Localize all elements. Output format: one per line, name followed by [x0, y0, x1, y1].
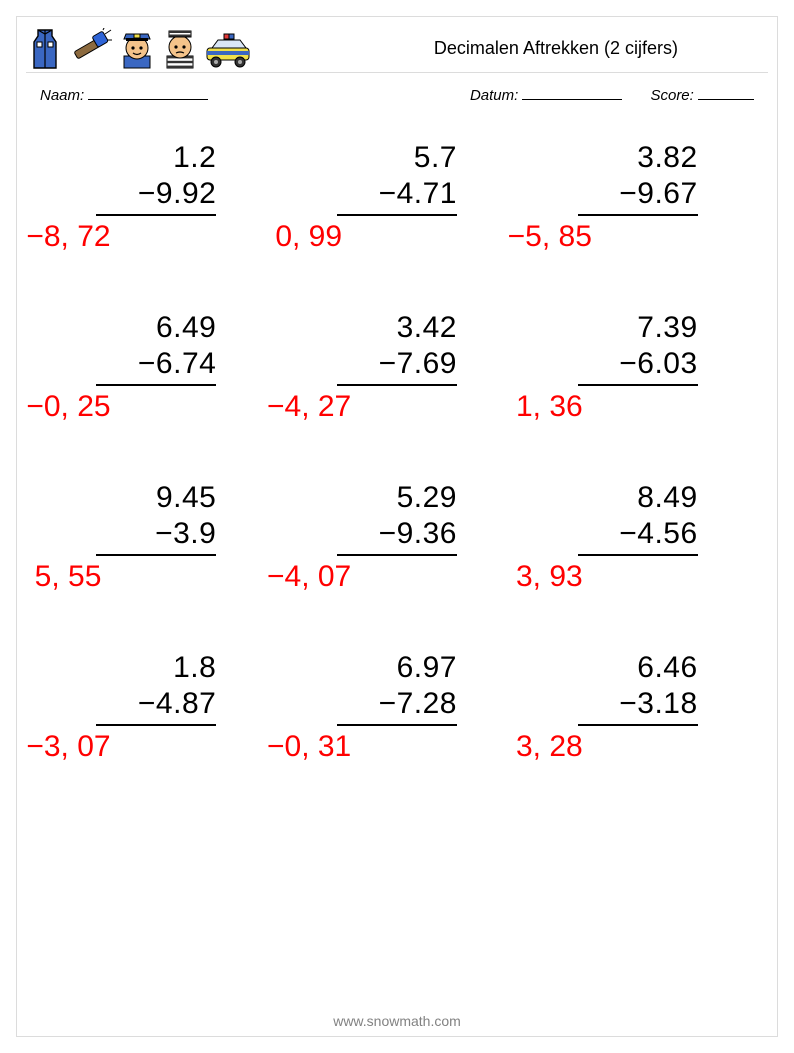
vest-icon [26, 28, 64, 70]
minuend: 9.45 [96, 480, 216, 516]
prisoner-icon [162, 26, 198, 70]
subtrahend: −9.36 [337, 516, 457, 552]
worksheet-title: Decimalen Aftrekken (2 cijfers) [252, 38, 768, 59]
minuend: 3.42 [337, 310, 457, 346]
flashlight-icon [70, 28, 112, 70]
score-field-group: Score: [650, 86, 754, 104]
answer: −4, 07 [267, 560, 457, 594]
problem-rule [96, 554, 216, 556]
problem-rule [578, 214, 698, 216]
minuend: 5.7 [337, 140, 457, 176]
subtrahend: −9.92 [96, 176, 216, 212]
problem-rule [578, 724, 698, 726]
problem: 9.45 −3.9 5, 55 [46, 480, 267, 594]
minuend: 1.2 [96, 140, 216, 176]
subtrahend: −4.56 [578, 516, 698, 552]
info-row: Naam: Datum: Score: [40, 86, 754, 104]
minuend: 8.49 [578, 480, 698, 516]
problem-rule [578, 384, 698, 386]
problem: 6.49 −6.74 −0, 25 [46, 310, 267, 424]
answer: −8, 72 [26, 220, 216, 254]
problem-rule [96, 214, 216, 216]
problem: 6.97 −7.28 −0, 31 [287, 650, 508, 764]
date-blank[interactable] [522, 86, 622, 100]
header-row: Decimalen Aftrekken (2 cijfers) [26, 24, 768, 72]
subtrahend: −6.03 [578, 346, 698, 382]
score-label: Score: [650, 87, 693, 104]
answer: 5, 55 [26, 560, 216, 594]
minuend: 6.49 [96, 310, 216, 346]
answer: −4, 27 [267, 390, 457, 424]
minuend: 3.82 [578, 140, 698, 176]
problems-grid: 1.2 −9.92 −8, 72 5.7 −4.71 0, 99 3.82 −9… [46, 140, 748, 764]
minuend: 5.29 [337, 480, 457, 516]
subtrahend: −4.87 [96, 686, 216, 722]
answer: −3, 07 [26, 730, 216, 764]
problem-rule [96, 724, 216, 726]
problem-rule [337, 554, 457, 556]
subtrahend: −7.28 [337, 686, 457, 722]
problem: 3.42 −7.69 −4, 27 [287, 310, 508, 424]
problem-rule [337, 214, 457, 216]
subtrahend: −4.71 [337, 176, 457, 212]
answer: 3, 93 [508, 560, 698, 594]
police-person-icon [118, 26, 156, 70]
minuend: 7.39 [578, 310, 698, 346]
answer: 1, 36 [508, 390, 698, 424]
date-label: Datum: [470, 87, 518, 104]
police-car-icon [204, 30, 252, 70]
problem: 1.8 −4.87 −3, 07 [46, 650, 267, 764]
problem-rule [578, 554, 698, 556]
subtrahend: −7.69 [337, 346, 457, 382]
problem-rule [337, 724, 457, 726]
problem: 6.46 −3.18 3, 28 [527, 650, 748, 764]
score-blank[interactable] [698, 86, 754, 100]
answer: −0, 31 [267, 730, 457, 764]
problem: 5.7 −4.71 0, 99 [287, 140, 508, 254]
footer-url: www.snowmath.com [0, 1013, 794, 1029]
problem: 3.82 −9.67 −5, 85 [527, 140, 748, 254]
answer: 0, 99 [267, 220, 457, 254]
problem: 5.29 −9.36 −4, 07 [287, 480, 508, 594]
answer: 3, 28 [508, 730, 698, 764]
subtrahend: −6.74 [96, 346, 216, 382]
date-field-group: Datum: [470, 86, 623, 104]
subtrahend: −9.67 [578, 176, 698, 212]
minuend: 6.46 [578, 650, 698, 686]
answer: −0, 25 [26, 390, 216, 424]
name-blank[interactable] [88, 86, 208, 100]
name-label: Naam: [40, 87, 84, 104]
problem: 7.39 −6.03 1, 36 [527, 310, 748, 424]
problem-rule [96, 384, 216, 386]
minuend: 6.97 [337, 650, 457, 686]
answer: −5, 85 [508, 220, 698, 254]
icon-strip [26, 26, 252, 70]
problem: 1.2 −9.92 −8, 72 [46, 140, 267, 254]
problem: 8.49 −4.56 3, 93 [527, 480, 748, 594]
header-underline [26, 72, 768, 73]
name-field-group: Naam: [40, 86, 470, 104]
subtrahend: −3.18 [578, 686, 698, 722]
problem-rule [337, 384, 457, 386]
minuend: 1.8 [96, 650, 216, 686]
subtrahend: −3.9 [96, 516, 216, 552]
